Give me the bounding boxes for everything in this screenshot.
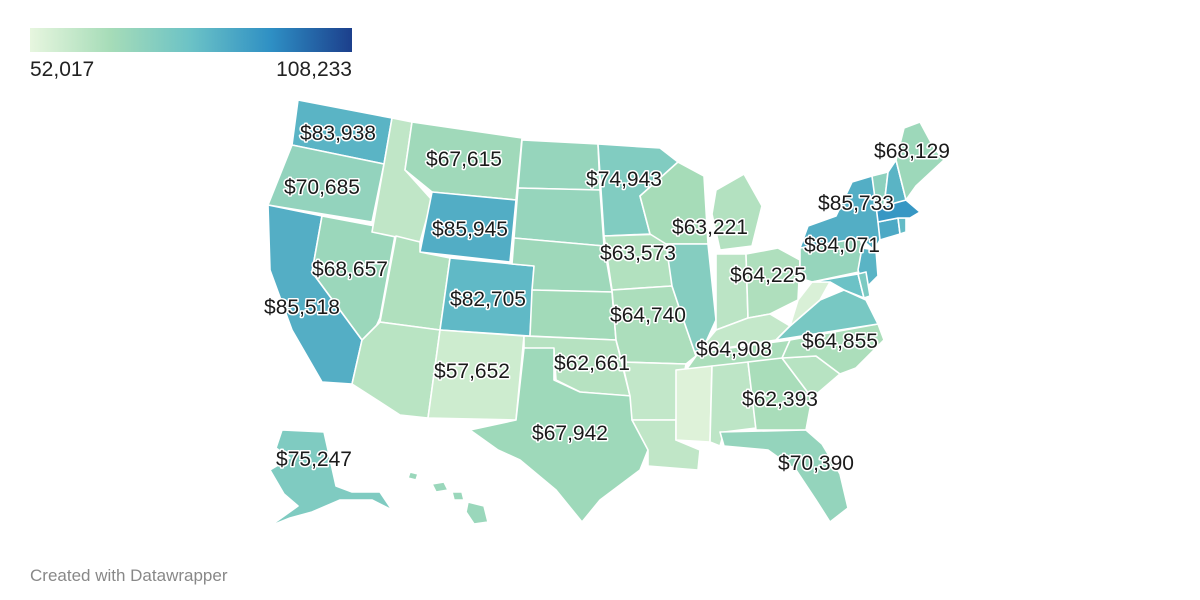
state-michigan[interactable] [711, 173, 763, 251]
state-maine[interactable] [895, 121, 945, 201]
value-label-new-jersey: $84,071 [804, 234, 880, 257]
value-label-washington: $83,938 [300, 122, 376, 145]
states-layer [267, 99, 945, 527]
value-label-north-carolina: $64,855 [802, 330, 878, 353]
state-texas[interactable] [469, 347, 649, 523]
state-oregon[interactable] [267, 144, 385, 223]
legend-gradient-bar [30, 28, 352, 52]
value-label-colorado: $82,705 [450, 288, 526, 311]
state-delaware[interactable] [857, 271, 871, 299]
value-label-texas: $67,942 [532, 422, 608, 445]
value-label-tennessee: $64,908 [696, 338, 772, 361]
value-label-montana: $67,615 [426, 148, 502, 171]
value-label-florida: $70,390 [778, 452, 854, 475]
value-label-missouri: $64,740 [610, 304, 686, 327]
color-legend: 52,017 108,233 [30, 28, 352, 81]
value-label-michigan: $63,221 [672, 216, 748, 239]
value-label-california: $85,518 [264, 296, 340, 319]
value-label-minnesota: $74,943 [586, 168, 662, 191]
value-label-maine: $68,129 [874, 140, 950, 163]
state-mississippi[interactable] [675, 365, 713, 443]
value-label-new-mexico: $57,652 [434, 360, 510, 383]
value-label-iowa: $63,573 [600, 242, 676, 265]
state-georgia[interactable] [747, 357, 813, 431]
state-kansas[interactable] [529, 289, 617, 341]
state-wyoming[interactable] [419, 191, 517, 263]
value-labels-layer: $83,938 $67,615 $70,685 $85,945 $74,943 … [263, 121, 952, 477]
value-label-alaska: $75,247 [276, 448, 352, 471]
state-hawaii[interactable] [407, 471, 489, 525]
state-maryland[interactable] [811, 273, 865, 299]
state-arizona[interactable] [351, 321, 441, 419]
value-label-wyoming: $85,945 [432, 218, 508, 241]
value-label-nevada: $68,657 [312, 258, 388, 281]
legend-max-label: 108,233 [276, 58, 352, 81]
legend-min-label: 52,017 [30, 58, 95, 81]
state-rhode-island[interactable] [897, 217, 907, 235]
datawrapper-credit[interactable]: Created with Datawrapper [30, 566, 228, 585]
state-north-carolina[interactable] [781, 323, 885, 375]
value-label-oregon: $70,685 [284, 176, 360, 199]
state-florida[interactable] [719, 429, 849, 523]
value-label-new-york: $85,733 [818, 192, 894, 215]
value-label-ohio: $64,225 [730, 264, 806, 287]
state-alaska[interactable] [269, 429, 393, 527]
value-label-south-carolina: $62,393 [742, 388, 818, 411]
value-label-oklahoma: $62,661 [554, 352, 630, 375]
state-south-dakota[interactable] [513, 187, 605, 247]
